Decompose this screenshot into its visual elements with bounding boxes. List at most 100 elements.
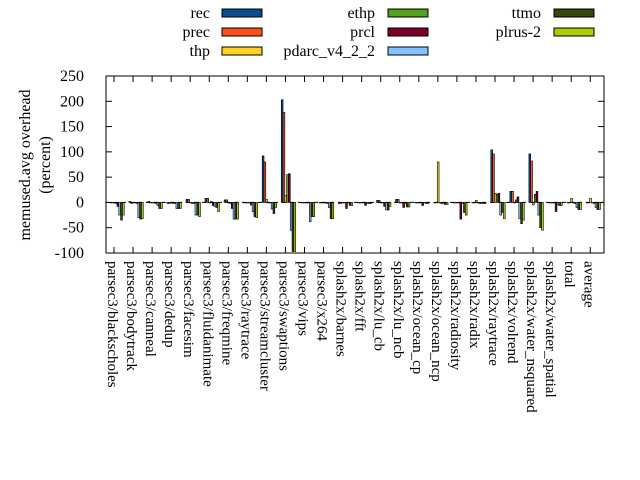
- x-tick-label: splash2x/radix: [466, 261, 482, 349]
- legend-swatch-prec: [221, 27, 263, 37]
- bar-prcl: [497, 193, 501, 203]
- bar-plrus-2: [464, 202, 468, 216]
- legend-label: thp: [190, 43, 210, 60]
- x-tick-label: splash2x/lu_cb: [371, 261, 387, 351]
- bar-prcl: [535, 191, 539, 203]
- bar-plrus-2: [255, 202, 258, 218]
- bar-prcl: [288, 173, 291, 203]
- bar-plrus-2: [198, 202, 201, 217]
- legend-label: rec: [190, 5, 210, 22]
- legend-swatch-ethp: [387, 8, 429, 18]
- legend-label: ethp: [347, 5, 375, 22]
- bar-prcl: [516, 196, 520, 203]
- bar-prec: [206, 198, 209, 203]
- legend-swatch-plrus-2: [553, 27, 595, 37]
- bar-prec: [263, 161, 267, 203]
- bar-prec: [530, 160, 533, 203]
- bar-plrus-2: [274, 202, 277, 208]
- y-tick-label: 50: [68, 169, 84, 186]
- bar-thp: [436, 161, 440, 203]
- x-tick-label: parsec3/freqmine: [218, 261, 234, 365]
- bar-plrus-2: [541, 202, 544, 231]
- y-axis: -100 -50 0 50 100 150 200 250: [55, 68, 604, 262]
- bar-prcl: [421, 202, 424, 206]
- x-tick-label: splash2x/barnes: [333, 261, 349, 357]
- plot-frame: [105, 75, 605, 254]
- bar-prec: [397, 199, 400, 203]
- x-tick-label: parsec3/raytrace: [237, 261, 253, 360]
- legend-label: ttmo: [512, 5, 541, 22]
- legend-label: prec: [182, 24, 210, 41]
- bar-plrus-2: [160, 202, 163, 209]
- bars: [109, 99, 601, 252]
- bar-plrus-2: [312, 202, 315, 217]
- y-tick-label: -50: [63, 220, 84, 237]
- y-tick-label: 150: [60, 119, 84, 136]
- bar-plrus-2: [579, 202, 582, 210]
- x-tick-label: parsec3/x264: [314, 261, 330, 341]
- bar-plrus-2: [522, 202, 525, 221]
- x-tick-label: parsec3/fluidanimate: [199, 261, 215, 387]
- y-axis-label: memused.avg overhead (percent): [17, 89, 54, 240]
- bar-prec: [282, 112, 286, 203]
- bar-plrus-2: [388, 202, 392, 207]
- x-tick-label: parsec3/dedup: [161, 261, 177, 348]
- legend: rec prec thp ethp prcl pdarc_v4_2_2 ttmo plrus-…: [182, 5, 595, 60]
- x-tick-label: parsec3/bodytrack: [123, 261, 139, 371]
- bar-prec: [511, 191, 514, 203]
- bar-prcl: [345, 202, 348, 209]
- bar-plrus-2: [293, 202, 296, 252]
- x-tick-label: parsec3/swaptions: [275, 261, 291, 371]
- legend-swatch-thp: [221, 46, 263, 56]
- x-tick-label: splash2x/radiosity: [447, 261, 463, 371]
- legend-swatch-rec: [221, 8, 263, 18]
- legend-swatch-prcl: [387, 27, 429, 37]
- legend-label: prcl: [350, 24, 375, 41]
- bar-plrus-2: [560, 202, 563, 206]
- y-tick-label: -100: [55, 245, 84, 262]
- x-tick-label: splash2x/ocean_ncp: [428, 261, 444, 382]
- bar-plrus-2: [445, 202, 449, 205]
- y-tick-label: 100: [60, 144, 84, 161]
- y-axis-label-line1: memused.avg overhead: [17, 89, 34, 240]
- legend-swatch-ttmo: [553, 8, 595, 18]
- x-tick-label: splash2x/lu_ncb: [390, 261, 406, 359]
- bar-plrus-2: [217, 202, 220, 212]
- bar-rec: [128, 201, 131, 203]
- x-tick-label: parsec3/canneal: [142, 261, 158, 357]
- bar-plrus-2: [236, 202, 239, 220]
- x-tick-label: average: [580, 261, 596, 308]
- y-tick-label: 0: [76, 194, 84, 211]
- x-tick-label: splash2x/water_nsquared: [523, 261, 539, 413]
- bar-plrus-2: [503, 202, 506, 219]
- legend-label: pdarc_v4_2_2: [283, 43, 375, 60]
- bar-plrus-2: [407, 202, 411, 208]
- x-tick-label: splash2x/fft: [352, 261, 368, 332]
- y-axis-label-line2: (percent): [37, 136, 54, 194]
- x-tick-label: parsec3/streamcluster: [256, 261, 272, 391]
- bar-ttmo: [272, 202, 276, 214]
- bar-prcl: [459, 202, 462, 220]
- x-tick-label: splash2x/ocean_cp: [409, 261, 425, 374]
- bar-thp: [570, 198, 573, 203]
- bar-plrus-2: [122, 202, 125, 216]
- x-tick-label: total: [561, 261, 577, 288]
- x-tick-label: splash2x/water_spatial: [542, 261, 558, 398]
- bar-plrus-2: [331, 202, 335, 219]
- bar-plrus-2: [179, 202, 182, 209]
- legend-label: plrus-2: [496, 24, 541, 41]
- bar-plrus-2: [598, 202, 601, 210]
- bar-plrus-2: [350, 202, 354, 206]
- bar-thp: [589, 198, 592, 203]
- y-tick-label: 200: [60, 93, 84, 110]
- x-tick-label: parsec3/vips: [295, 261, 311, 336]
- bar-plrus-2: [141, 202, 144, 219]
- x-tick-label: splash2x/volrend: [504, 261, 520, 364]
- x-tick-label: splash2x/raytrace: [485, 261, 501, 366]
- x-axis: parsec3/blackscholes parsec3/bodytrack par…: [104, 76, 596, 413]
- y-tick-label: 250: [60, 68, 84, 85]
- x-tick-label: parsec3/blackscholes: [104, 261, 120, 388]
- legend-swatch-pdarc_v4_2_2: [387, 46, 429, 56]
- x-tick-label: parsec3/facesim: [180, 261, 196, 358]
